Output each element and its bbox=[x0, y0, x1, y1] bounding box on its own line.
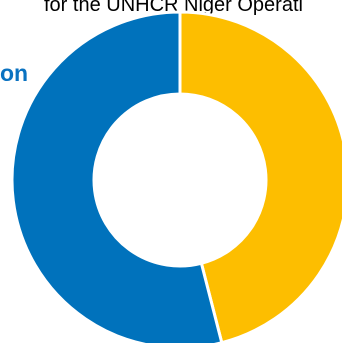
header-text: for the UNHCR Niger Operati bbox=[44, 0, 303, 16]
donut-slice-2 bbox=[10, 10, 224, 343]
side-label: on bbox=[0, 60, 29, 86]
donut-slices bbox=[10, 10, 342, 343]
donut-slice-1 bbox=[178, 10, 342, 343]
